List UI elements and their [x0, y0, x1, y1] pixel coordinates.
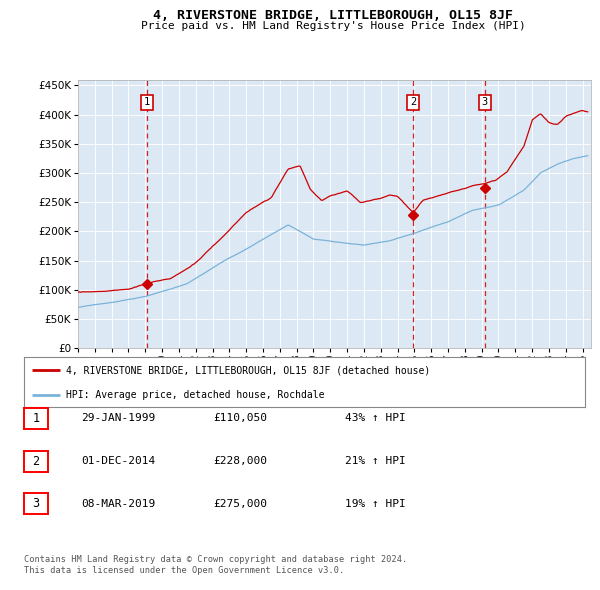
Text: HPI: Average price, detached house, Rochdale: HPI: Average price, detached house, Roch…	[66, 389, 325, 399]
Text: 4, RIVERSTONE BRIDGE, LITTLEBOROUGH, OL15 8JF (detached house): 4, RIVERSTONE BRIDGE, LITTLEBOROUGH, OL1…	[66, 365, 430, 375]
Text: 3: 3	[32, 497, 40, 510]
Text: 21% ↑ HPI: 21% ↑ HPI	[345, 457, 406, 466]
Text: 1: 1	[32, 412, 40, 425]
Text: 4, RIVERSTONE BRIDGE, LITTLEBOROUGH, OL15 8JF: 4, RIVERSTONE BRIDGE, LITTLEBOROUGH, OL1…	[153, 9, 513, 22]
Text: 01-DEC-2014: 01-DEC-2014	[81, 457, 155, 466]
Text: 43% ↑ HPI: 43% ↑ HPI	[345, 414, 406, 423]
Text: £110,050: £110,050	[213, 414, 267, 423]
Text: £275,000: £275,000	[213, 499, 267, 509]
Text: Contains HM Land Registry data © Crown copyright and database right 2024.: Contains HM Land Registry data © Crown c…	[24, 555, 407, 564]
Text: 2: 2	[32, 455, 40, 468]
Text: 3: 3	[482, 97, 488, 107]
Text: 1: 1	[143, 97, 150, 107]
Text: Price paid vs. HM Land Registry's House Price Index (HPI): Price paid vs. HM Land Registry's House …	[140, 21, 526, 31]
Text: 08-MAR-2019: 08-MAR-2019	[81, 499, 155, 509]
Text: This data is licensed under the Open Government Licence v3.0.: This data is licensed under the Open Gov…	[24, 566, 344, 575]
Text: £228,000: £228,000	[213, 457, 267, 466]
Text: 19% ↑ HPI: 19% ↑ HPI	[345, 499, 406, 509]
Text: 29-JAN-1999: 29-JAN-1999	[81, 414, 155, 423]
Text: 2: 2	[410, 97, 416, 107]
